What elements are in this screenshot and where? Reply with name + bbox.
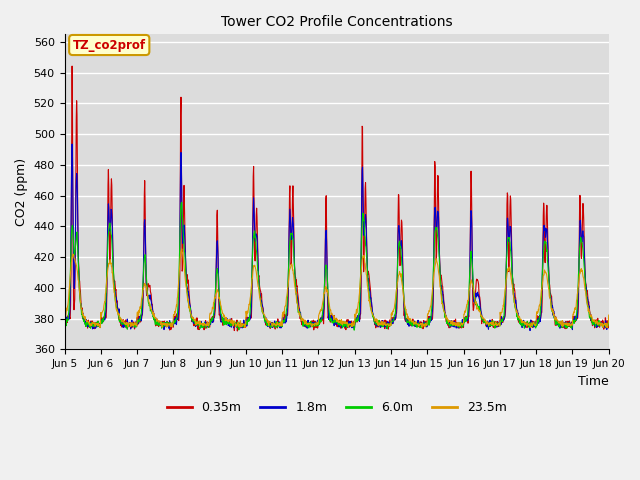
23.5m	[182, 284, 190, 290]
1.8m	[68, 141, 76, 147]
6.0m	[541, 238, 548, 244]
0.35m	[422, 323, 429, 329]
0.35m	[68, 63, 76, 69]
1.8m	[526, 328, 534, 334]
1.8m	[182, 267, 189, 273]
23.5m	[605, 312, 612, 318]
0.35m	[169, 321, 177, 326]
6.0m	[243, 319, 251, 324]
Line: 0.35m: 0.35m	[65, 66, 609, 331]
23.5m	[422, 321, 429, 326]
0.35m	[243, 314, 251, 320]
X-axis label: Time: Time	[578, 374, 609, 387]
1.8m	[541, 228, 548, 233]
23.5m	[493, 322, 500, 328]
23.5m	[541, 268, 548, 274]
Legend: 0.35m, 1.8m, 6.0m, 23.5m: 0.35m, 1.8m, 6.0m, 23.5m	[161, 396, 511, 420]
0.35m	[605, 319, 612, 325]
0.35m	[493, 324, 500, 330]
0.35m	[234, 328, 241, 334]
1.8m	[61, 323, 68, 329]
6.0m	[182, 272, 189, 277]
0.35m	[541, 256, 548, 262]
Line: 1.8m: 1.8m	[65, 144, 609, 331]
6.0m	[605, 317, 612, 323]
1.8m	[493, 320, 500, 326]
1.8m	[169, 321, 177, 327]
6.0m	[61, 316, 68, 322]
6.0m	[168, 322, 176, 327]
Line: 23.5m: 23.5m	[65, 249, 609, 328]
6.0m	[422, 324, 429, 330]
0.35m	[182, 266, 189, 272]
1.8m	[605, 319, 612, 324]
Line: 6.0m: 6.0m	[65, 202, 609, 330]
Title: Tower CO2 Profile Concentrations: Tower CO2 Profile Concentrations	[221, 15, 452, 29]
6.0m	[493, 322, 500, 328]
1.8m	[422, 321, 429, 327]
23.5m	[243, 308, 251, 314]
0.35m	[61, 313, 68, 319]
6.0m	[350, 327, 358, 333]
23.5m	[96, 325, 104, 331]
Y-axis label: CO2 (ppm): CO2 (ppm)	[15, 158, 28, 226]
23.5m	[169, 324, 177, 329]
1.8m	[243, 323, 251, 329]
23.5m	[178, 246, 186, 252]
Text: TZ_co2prof: TZ_co2prof	[73, 38, 146, 51]
23.5m	[61, 312, 68, 318]
6.0m	[178, 199, 186, 205]
